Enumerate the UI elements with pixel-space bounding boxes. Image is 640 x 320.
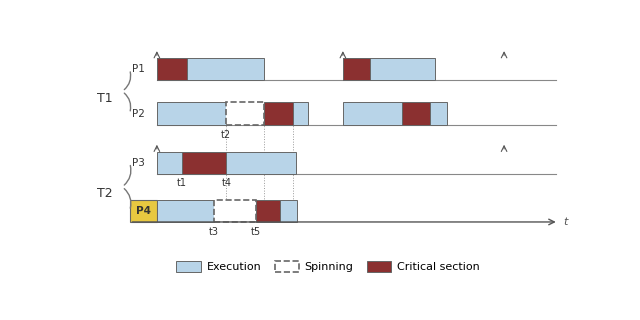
Bar xyxy=(256,200,280,222)
Text: t1: t1 xyxy=(177,178,187,188)
Bar xyxy=(157,200,214,222)
Text: t2: t2 xyxy=(221,130,232,140)
Text: t5: t5 xyxy=(251,227,261,237)
Bar xyxy=(343,58,435,80)
Bar xyxy=(293,102,308,124)
Bar xyxy=(157,102,227,124)
Bar xyxy=(129,200,157,222)
Text: t4: t4 xyxy=(221,178,231,188)
Bar xyxy=(157,58,187,80)
Bar xyxy=(157,152,296,174)
Bar xyxy=(280,200,297,222)
Text: P4: P4 xyxy=(136,206,151,216)
Legend: Execution, Spinning, Critical section: Execution, Spinning, Critical section xyxy=(172,257,484,277)
Text: T1: T1 xyxy=(97,92,113,105)
Bar xyxy=(343,102,403,124)
Bar xyxy=(403,102,429,124)
Bar xyxy=(264,102,293,124)
Text: P1: P1 xyxy=(132,64,145,74)
Bar xyxy=(157,58,264,80)
Text: t3: t3 xyxy=(209,227,219,237)
Bar xyxy=(429,102,447,124)
Bar xyxy=(343,58,370,80)
Text: P2: P2 xyxy=(132,108,145,118)
Text: t: t xyxy=(564,217,568,227)
Bar xyxy=(227,102,264,124)
Text: P3: P3 xyxy=(132,158,145,168)
Bar xyxy=(214,200,256,222)
Bar xyxy=(182,152,227,174)
Text: T2: T2 xyxy=(97,187,113,200)
